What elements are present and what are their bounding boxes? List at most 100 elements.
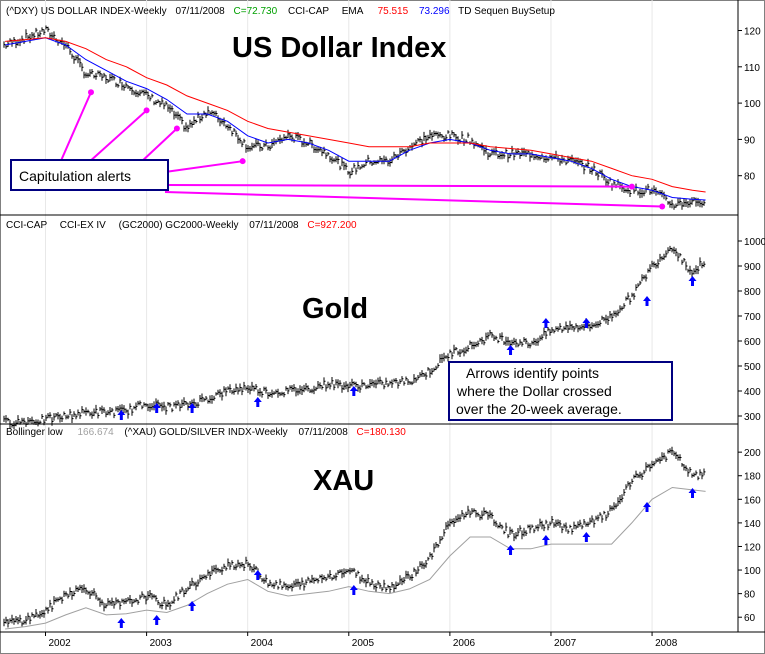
time-axis: 2002 2003 2004 2005 2006 2007 2008 [44, 0, 678, 649]
usd-ema-short-line [5, 37, 706, 201]
usd-close: C=72.730 [234, 6, 278, 17]
xau-date: 07/11/2008 [298, 427, 348, 438]
xau-arrow-up-icon [541, 535, 550, 545]
xau-ytick-label: 60 [744, 613, 756, 624]
gold-ytick-label: 900 [744, 262, 761, 273]
gold-ytick-label: 1000 [744, 237, 765, 248]
xau-ytick-label: 200 [744, 448, 761, 459]
xtick-label: 2004 [251, 638, 274, 649]
alert-line [164, 184, 632, 188]
gold-price-bars [3, 245, 706, 430]
xau-arrow-up-icon [117, 618, 126, 628]
usd-setup: TD Sequen BuySetup [458, 6, 555, 17]
gold-arrow-up-icon [253, 397, 262, 407]
usd-ytick-label: 110 [744, 63, 760, 74]
xau-arrow-up-icon [506, 545, 515, 555]
xau-close: C=180.130 [357, 427, 407, 438]
xtick-label: 2002 [48, 638, 71, 649]
gold-ytick-label: 600 [744, 337, 761, 348]
usd-ema1: 75.515 [378, 6, 409, 17]
xau-symbol: (^XAU) GOLD/SILVER INDX-Weekly [124, 427, 287, 438]
xau-panel: 60 80 100 120 140 160 180 200 [3, 446, 761, 630]
capitulation-box [10, 159, 169, 191]
gold-arrow-up-icon [152, 403, 161, 413]
capitulation-text: Capitulation alerts [19, 168, 131, 184]
gold-panel: 300 400 500 600 700 800 900 1000 [3, 237, 765, 430]
xau-header: Bollinger low 166.674 (^XAU) GOLD/SILVER… [6, 427, 406, 438]
xau-title: XAU [313, 465, 374, 497]
xau-arrow-up-icon [253, 570, 262, 580]
arrows-note-line-3: over the 20-week average. [456, 401, 622, 417]
alert-line [87, 109, 148, 164]
usd-ytick-label: 120 [744, 27, 761, 38]
xau-arrow-up-icon [188, 601, 197, 611]
usd-ytick-label: 90 [744, 135, 756, 146]
usd-price-bars [3, 25, 706, 210]
xau-label: Bollinger low [6, 427, 63, 438]
xtick-label: 2005 [352, 638, 375, 649]
gold-header: CCI-CAP CCI-EX IV (GC2000) GC2000-Weekly… [6, 220, 357, 231]
usd-ind: CCI-CAP [288, 6, 329, 17]
gold-arrow-up-icon [188, 403, 197, 413]
usd-ema-long-line [5, 37, 706, 193]
xtick-label: 2007 [554, 638, 577, 649]
xau-bollinger-low-line [5, 486, 706, 630]
xtick-label: 2006 [453, 638, 476, 649]
gold-ind2: CCI-EX IV [60, 220, 106, 231]
usd-ema-label: EMA [342, 6, 364, 17]
arrows-note-line-1: Arrows identify points [466, 365, 599, 381]
capitulation-alert-lines [59, 89, 666, 210]
xau-ytick-label: 180 [744, 472, 761, 483]
alert-dot [143, 107, 150, 114]
xau-arrow-up-icon [688, 488, 697, 498]
alert-line [164, 191, 663, 208]
xau-arrow-up-icon [349, 585, 358, 595]
gold-symbol: (GC2000) GC2000-Weekly [119, 220, 239, 231]
xau-ytick-label: 160 [744, 495, 761, 506]
xau-arrow-up-icon [152, 615, 161, 625]
usd-ytick-label: 80 [744, 172, 756, 183]
gold-close: C=927.200 [307, 220, 357, 231]
xau-ytick-label: 100 [744, 566, 761, 577]
gold-arrow-up-icon [541, 318, 550, 328]
usd-ytick-label: 100 [744, 99, 761, 110]
alert-line [59, 91, 92, 164]
xau-arrow-up-icon [582, 532, 591, 542]
xau-price-bars [3, 446, 706, 628]
xau-arrow-up-icon [643, 502, 652, 512]
xau-boll-value: 166.674 [77, 427, 114, 438]
xtick-label: 2008 [655, 638, 678, 649]
gold-title: Gold [302, 293, 368, 325]
usd-symbol: (^DXY) US DOLLAR INDEX-Weekly [6, 6, 167, 17]
gold-arrow-up-icon [582, 318, 591, 328]
gold-arrow-up-icon [117, 410, 126, 420]
xau-ytick-label: 120 [744, 542, 761, 553]
crossover-arrows [117, 276, 697, 628]
alert-line [139, 127, 178, 164]
gold-arrow-up-icon [688, 276, 697, 286]
alert-dot [239, 158, 246, 165]
gold-arrow-up-icon [506, 345, 515, 355]
gold-ytick-label: 700 [744, 312, 761, 323]
alert-dot [173, 125, 180, 132]
usd-date: 07/11/2008 [175, 6, 225, 17]
usd-title: US Dollar Index [232, 32, 446, 64]
gold-arrow-up-icon [349, 386, 358, 396]
gold-arrow-up-icon [643, 296, 652, 306]
gold-ytick-label: 300 [744, 412, 761, 423]
alert-dot [659, 203, 666, 210]
gold-ytick-label: 800 [744, 287, 761, 298]
alert-line [164, 160, 243, 173]
gold-date: 07/11/2008 [249, 220, 299, 231]
usd-panel: 80 90 100 110 120 [3, 25, 761, 210]
arrows-note-box [448, 361, 673, 421]
gold-ytick-label: 500 [744, 362, 761, 373]
alert-dot [87, 89, 94, 96]
gold-ytick-label: 400 [744, 387, 761, 398]
gold-ind1: CCI-CAP [6, 220, 47, 231]
usd-ema2: 73.296 [419, 6, 450, 17]
usd-header: (^DXY) US DOLLAR INDEX-Weekly 07/11/2008… [6, 6, 555, 17]
xau-ytick-label: 140 [744, 519, 761, 530]
